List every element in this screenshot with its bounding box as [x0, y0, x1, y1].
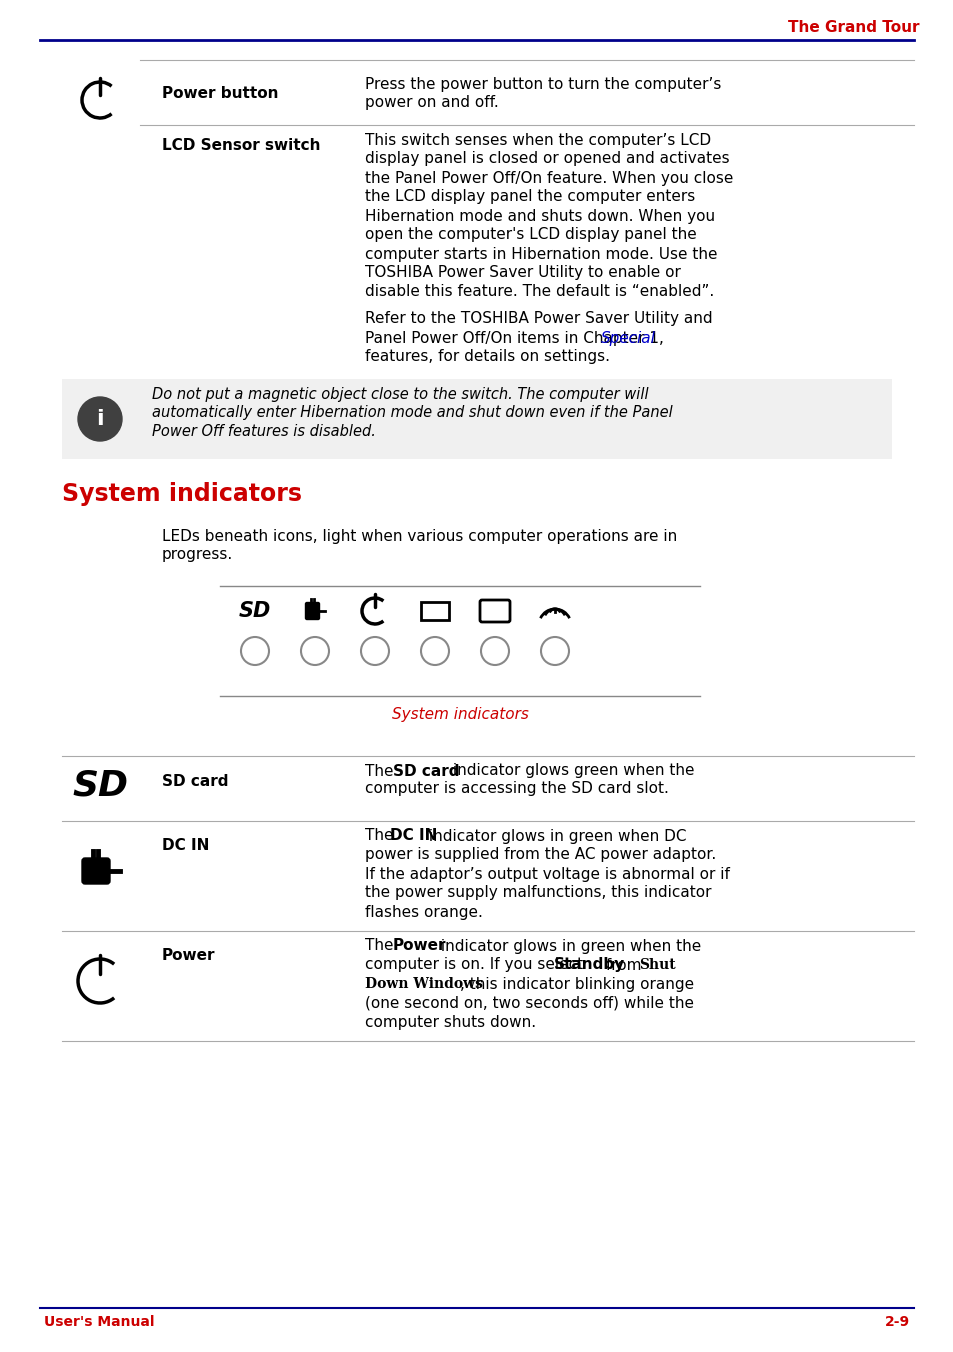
Text: 2-9: 2-9 [884, 1315, 909, 1329]
Text: progress.: progress. [162, 548, 233, 562]
Text: the LCD display panel the computer enters: the LCD display panel the computer enter… [365, 189, 695, 204]
Text: power is supplied from the AC power adaptor.: power is supplied from the AC power adap… [365, 848, 716, 863]
Text: Standby: Standby [554, 957, 624, 972]
Text: indicator glows in green when DC: indicator glows in green when DC [423, 829, 685, 844]
Text: flashes orange.: flashes orange. [365, 904, 482, 919]
Text: features, for details on settings.: features, for details on settings. [365, 350, 609, 365]
Text: (one second on, two seconds off) while the: (one second on, two seconds off) while t… [365, 995, 693, 1010]
Text: LEDs beneath icons, light when various computer operations are in: LEDs beneath icons, light when various c… [162, 529, 677, 544]
Text: computer shuts down.: computer shuts down. [365, 1014, 536, 1029]
FancyBboxPatch shape [82, 859, 110, 884]
Circle shape [78, 397, 122, 441]
Text: from: from [600, 957, 645, 972]
FancyBboxPatch shape [305, 603, 319, 619]
Text: computer is on. If you select: computer is on. If you select [365, 957, 587, 972]
Text: The: The [365, 938, 398, 953]
Text: If the adaptor’s output voltage is abnormal or if: If the adaptor’s output voltage is abnor… [365, 867, 729, 882]
Text: indicator glows in green when the: indicator glows in green when the [436, 938, 700, 953]
Text: TOSHIBA Power Saver Utility to enable or: TOSHIBA Power Saver Utility to enable or [365, 265, 680, 280]
Text: Power: Power [393, 938, 446, 953]
Text: the Panel Power Off/On feature. When you close: the Panel Power Off/On feature. When you… [365, 170, 733, 185]
Text: Down Windows: Down Windows [365, 977, 482, 991]
Text: SD card: SD card [393, 764, 459, 779]
Text: DC IN: DC IN [162, 838, 209, 853]
Text: LCD Sensor switch: LCD Sensor switch [162, 138, 320, 153]
Text: automatically enter Hibernation mode and shut down even if the Panel: automatically enter Hibernation mode and… [152, 406, 672, 420]
Text: System indicators: System indicators [391, 707, 528, 722]
Text: i: i [96, 410, 104, 429]
Text: power on and off.: power on and off. [365, 96, 498, 111]
Text: , this indicator blinking orange: , this indicator blinking orange [459, 976, 694, 991]
Text: Press the power button to turn the computer’s: Press the power button to turn the compu… [365, 77, 720, 92]
Text: open the computer's LCD display panel the: open the computer's LCD display panel th… [365, 227, 696, 242]
Text: The: The [365, 829, 398, 844]
Text: disable this feature. The default is “enabled”.: disable this feature. The default is “en… [365, 284, 714, 300]
Text: Shut: Shut [638, 959, 675, 972]
Text: Refer to the TOSHIBA Power Saver Utility and: Refer to the TOSHIBA Power Saver Utility… [365, 311, 712, 326]
FancyBboxPatch shape [62, 379, 891, 458]
Text: DC IN: DC IN [390, 829, 437, 844]
Text: indicator glows green when the: indicator glows green when the [448, 764, 694, 779]
Text: Hibernation mode and shuts down. When you: Hibernation mode and shuts down. When yo… [365, 208, 715, 223]
Text: SD: SD [71, 769, 128, 803]
Text: SD card: SD card [162, 773, 229, 788]
Text: User's Manual: User's Manual [44, 1315, 154, 1329]
Text: System indicators: System indicators [62, 483, 302, 506]
Text: computer starts in Hibernation mode. Use the: computer starts in Hibernation mode. Use… [365, 246, 717, 261]
Text: Power button: Power button [162, 85, 278, 100]
Text: display panel is closed or opened and activates: display panel is closed or opened and ac… [365, 151, 729, 166]
Text: Do not put a magnetic object close to the switch. The computer will: Do not put a magnetic object close to th… [152, 387, 648, 402]
Text: Power: Power [162, 949, 215, 964]
Text: Special: Special [600, 330, 655, 346]
Text: Power Off features is disabled.: Power Off features is disabled. [152, 425, 375, 439]
Text: SD: SD [238, 602, 271, 621]
Text: Panel Power Off/On items in Chapter 1,: Panel Power Off/On items in Chapter 1, [365, 330, 668, 346]
Text: computer is accessing the SD card slot.: computer is accessing the SD card slot. [365, 781, 668, 796]
Text: the power supply malfunctions, this indicator: the power supply malfunctions, this indi… [365, 886, 711, 900]
Text: The: The [365, 764, 398, 779]
Text: The Grand Tour: The Grand Tour [788, 20, 919, 35]
Text: This switch senses when the computer’s LCD: This switch senses when the computer’s L… [365, 132, 710, 147]
